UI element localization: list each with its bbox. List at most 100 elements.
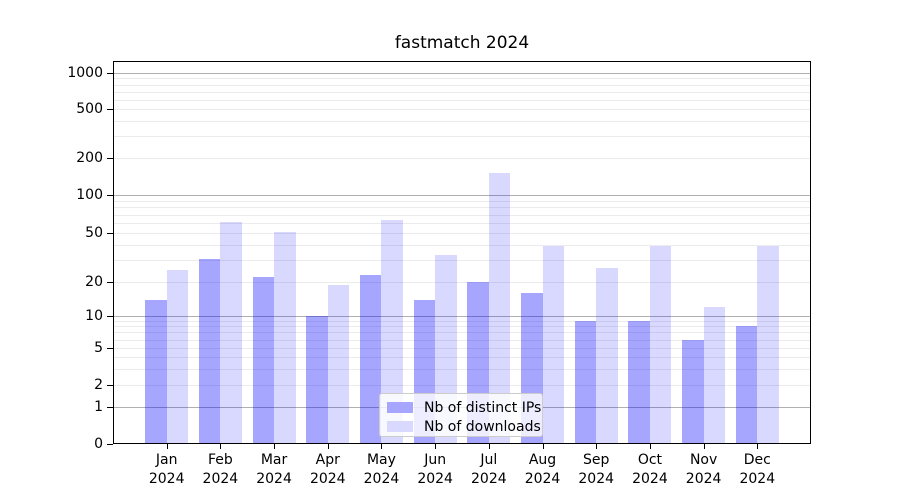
x-tick-label: Mar 2024 <box>256 452 292 487</box>
gridline-minor <box>114 320 810 322</box>
y-tick-mark <box>107 385 113 386</box>
y-tick-label: 2 <box>94 377 103 393</box>
gridline-minor <box>114 109 810 110</box>
gridline-minor <box>114 357 810 358</box>
x-tick-mark <box>166 444 168 449</box>
x-tick-label: Jun 2024 <box>417 452 453 487</box>
bar-downloads <box>166 270 189 443</box>
x-tick-mark <box>542 444 544 449</box>
y-tick-label: 200 <box>76 150 103 166</box>
y-tick-mark <box>107 348 113 349</box>
bar-distinct-ips <box>252 276 275 443</box>
gridline-minor <box>114 332 810 334</box>
x-tick-mark <box>220 444 222 449</box>
bar-downloads <box>757 246 779 443</box>
bar-distinct-ips <box>306 316 328 443</box>
bar-distinct-ips <box>145 299 167 443</box>
x-tick-mark <box>703 444 705 449</box>
bar-downloads <box>488 173 511 443</box>
legend-label: Nb of downloads <box>424 418 541 435</box>
y-tick-mark <box>107 195 113 196</box>
bar-downloads <box>542 246 565 443</box>
x-tick-mark <box>757 444 759 449</box>
bar-downloads <box>327 284 350 443</box>
y-tick-mark <box>107 233 113 234</box>
x-tick-label: Jul 2024 <box>471 452 507 487</box>
gridline-major <box>114 316 810 317</box>
gridline-minor <box>114 84 810 86</box>
gridline-minor <box>114 120 810 122</box>
bar-downloads <box>274 231 296 443</box>
x-tick-label: Aug 2024 <box>524 452 561 487</box>
x-tick-label: Apr 2024 <box>309 452 346 487</box>
legend-swatch-distinct-ips-icon <box>387 402 413 413</box>
gridline-minor <box>114 339 810 341</box>
bar-distinct-ips <box>574 320 597 443</box>
gridline-minor <box>114 385 810 386</box>
gridline-minor <box>114 282 810 283</box>
gridline-major <box>114 195 810 196</box>
gridline-minor <box>114 244 810 246</box>
x-tick-label: May 2024 <box>363 452 400 487</box>
bar-distinct-ips <box>198 258 221 443</box>
gridline-minor <box>114 136 810 138</box>
bar-distinct-ips <box>628 320 650 443</box>
gridline-minor <box>114 348 810 349</box>
bar-distinct-ips <box>735 326 758 443</box>
y-tick-label: 500 <box>76 101 103 117</box>
x-tick-mark <box>274 444 276 449</box>
bar-downloads <box>649 246 672 443</box>
legend-label: Nb of distinct IPs <box>424 399 542 416</box>
y-tick-mark <box>107 407 113 408</box>
gridline-minor <box>114 99 810 101</box>
x-tick-mark <box>435 444 437 449</box>
gridline-minor <box>114 91 810 93</box>
y-tick-label: 1000 <box>67 65 103 81</box>
y-tick-mark <box>107 316 113 317</box>
x-tick-label: Dec 2024 <box>739 452 776 487</box>
y-tick-mark <box>107 444 113 445</box>
y-tick-mark <box>107 109 113 110</box>
y-tick-mark <box>107 158 113 159</box>
bar-distinct-ips <box>682 339 704 443</box>
x-tick-label: Feb 2024 <box>202 452 239 487</box>
legend-item: Nb of downloads <box>387 417 542 436</box>
bar-downloads <box>596 267 618 443</box>
y-tick-label: 5 <box>94 340 103 356</box>
gridline-minor <box>114 207 810 209</box>
legend: Nb of distinct IPs Nb of downloads <box>379 393 543 437</box>
bar-downloads <box>703 307 726 443</box>
x-tick-label: Oct 2024 <box>632 452 668 487</box>
x-tick-mark <box>649 444 651 449</box>
bar-downloads <box>381 220 403 443</box>
gridline-minor <box>114 233 810 234</box>
gridline-minor <box>114 368 810 370</box>
chart-title: fastmatch 2024 <box>394 33 530 53</box>
gridline-minor <box>114 200 810 202</box>
legend-swatch-downloads-icon <box>387 421 413 432</box>
gridline-minor <box>114 214 810 216</box>
y-tick-mark <box>107 282 113 283</box>
gridline-major <box>114 73 810 74</box>
y-tick-label: 0 <box>94 436 103 452</box>
y-tick-mark <box>107 73 113 74</box>
gridline-minor <box>114 326 810 328</box>
bar-distinct-ips <box>359 274 382 443</box>
legend-item: Nb of distinct IPs <box>387 398 542 417</box>
x-tick-label: Jan 2024 <box>148 452 185 487</box>
x-tick-mark <box>327 444 329 449</box>
gridline-minor <box>114 78 810 80</box>
y-tick-label: 50 <box>85 225 103 241</box>
x-tick-label: Nov 2024 <box>685 452 722 487</box>
gridline-minor <box>114 223 810 224</box>
y-tick-label: 100 <box>76 187 103 203</box>
x-tick-mark <box>488 444 490 449</box>
gridline-minor <box>114 260 810 262</box>
x-tick-mark <box>596 444 598 449</box>
gridline-minor <box>114 158 810 159</box>
x-tick-label: Sep 2024 <box>578 452 615 487</box>
plot-area <box>113 61 811 444</box>
y-tick-label: 20 <box>85 274 103 290</box>
x-tick-mark <box>381 444 383 449</box>
